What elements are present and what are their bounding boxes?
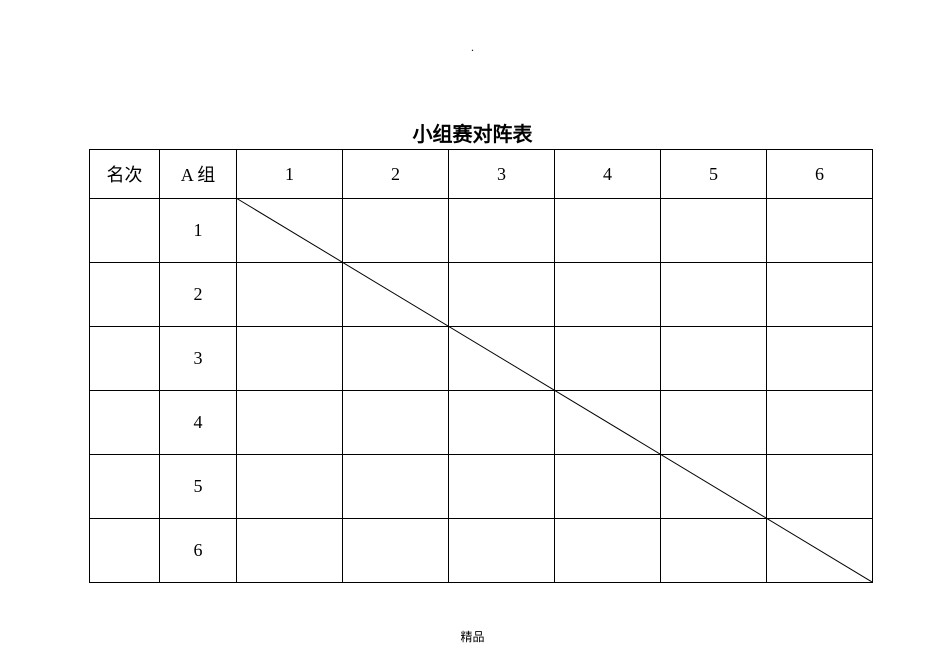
cell: [661, 199, 767, 263]
cell-team: 6: [160, 519, 237, 583]
cell: [661, 391, 767, 455]
cell: [555, 199, 661, 263]
table-row: 3: [90, 327, 873, 391]
cell-rank: [90, 199, 160, 263]
bracket-table: 名次 A 组 1 2 3 4 5 6 1 2: [89, 149, 873, 583]
cell-team: 3: [160, 327, 237, 391]
col-header-2: 2: [343, 150, 449, 199]
cell: [449, 263, 555, 327]
cell: [449, 199, 555, 263]
table-row: 2: [90, 263, 873, 327]
col-header-group: A 组: [160, 150, 237, 199]
cell: [237, 199, 343, 263]
cell: [555, 391, 661, 455]
cell: [237, 519, 343, 583]
cell: [767, 327, 873, 391]
bracket-table-wrap: 名次 A 组 1 2 3 4 5 6 1 2: [89, 149, 872, 583]
cell: [237, 327, 343, 391]
cell: [767, 199, 873, 263]
cell-team: 5: [160, 455, 237, 519]
table-row: 4: [90, 391, 873, 455]
col-header-4: 4: [555, 150, 661, 199]
top-marker: .: [471, 40, 474, 55]
col-header-rank: 名次: [90, 150, 160, 199]
cell: [237, 455, 343, 519]
cell: [661, 519, 767, 583]
page: . 小组赛对阵表 名次 A 组 1 2 3 4 5 6 1: [0, 0, 945, 669]
cell-rank: [90, 519, 160, 583]
footer-text: 精品: [460, 628, 484, 645]
cell: [767, 391, 873, 455]
cell: [767, 455, 873, 519]
cell: [767, 263, 873, 327]
cell-team: 2: [160, 263, 237, 327]
cell: [555, 519, 661, 583]
cell: [343, 455, 449, 519]
cell: [343, 519, 449, 583]
cell-rank: [90, 455, 160, 519]
cell: [343, 391, 449, 455]
col-header-1: 1: [237, 150, 343, 199]
cell: [555, 327, 661, 391]
cell: [237, 391, 343, 455]
cell: [343, 327, 449, 391]
cell: [343, 263, 449, 327]
cell: [555, 455, 661, 519]
col-header-6: 6: [767, 150, 873, 199]
table-header-row: 名次 A 组 1 2 3 4 5 6: [90, 150, 873, 199]
cell: [767, 519, 873, 583]
cell: [237, 263, 343, 327]
cell: [661, 327, 767, 391]
table-row: 6: [90, 519, 873, 583]
cell-rank: [90, 263, 160, 327]
cell-rank: [90, 327, 160, 391]
cell: [449, 519, 555, 583]
cell: [449, 327, 555, 391]
col-header-3: 3: [449, 150, 555, 199]
cell: [449, 391, 555, 455]
cell: [449, 455, 555, 519]
cell: [661, 455, 767, 519]
table-row: 1: [90, 199, 873, 263]
cell: [661, 263, 767, 327]
cell-team: 4: [160, 391, 237, 455]
col-header-5: 5: [661, 150, 767, 199]
cell: [343, 199, 449, 263]
page-title: 小组赛对阵表: [413, 118, 533, 147]
cell-team: 1: [160, 199, 237, 263]
cell-rank: [90, 391, 160, 455]
table-row: 5: [90, 455, 873, 519]
cell: [555, 263, 661, 327]
